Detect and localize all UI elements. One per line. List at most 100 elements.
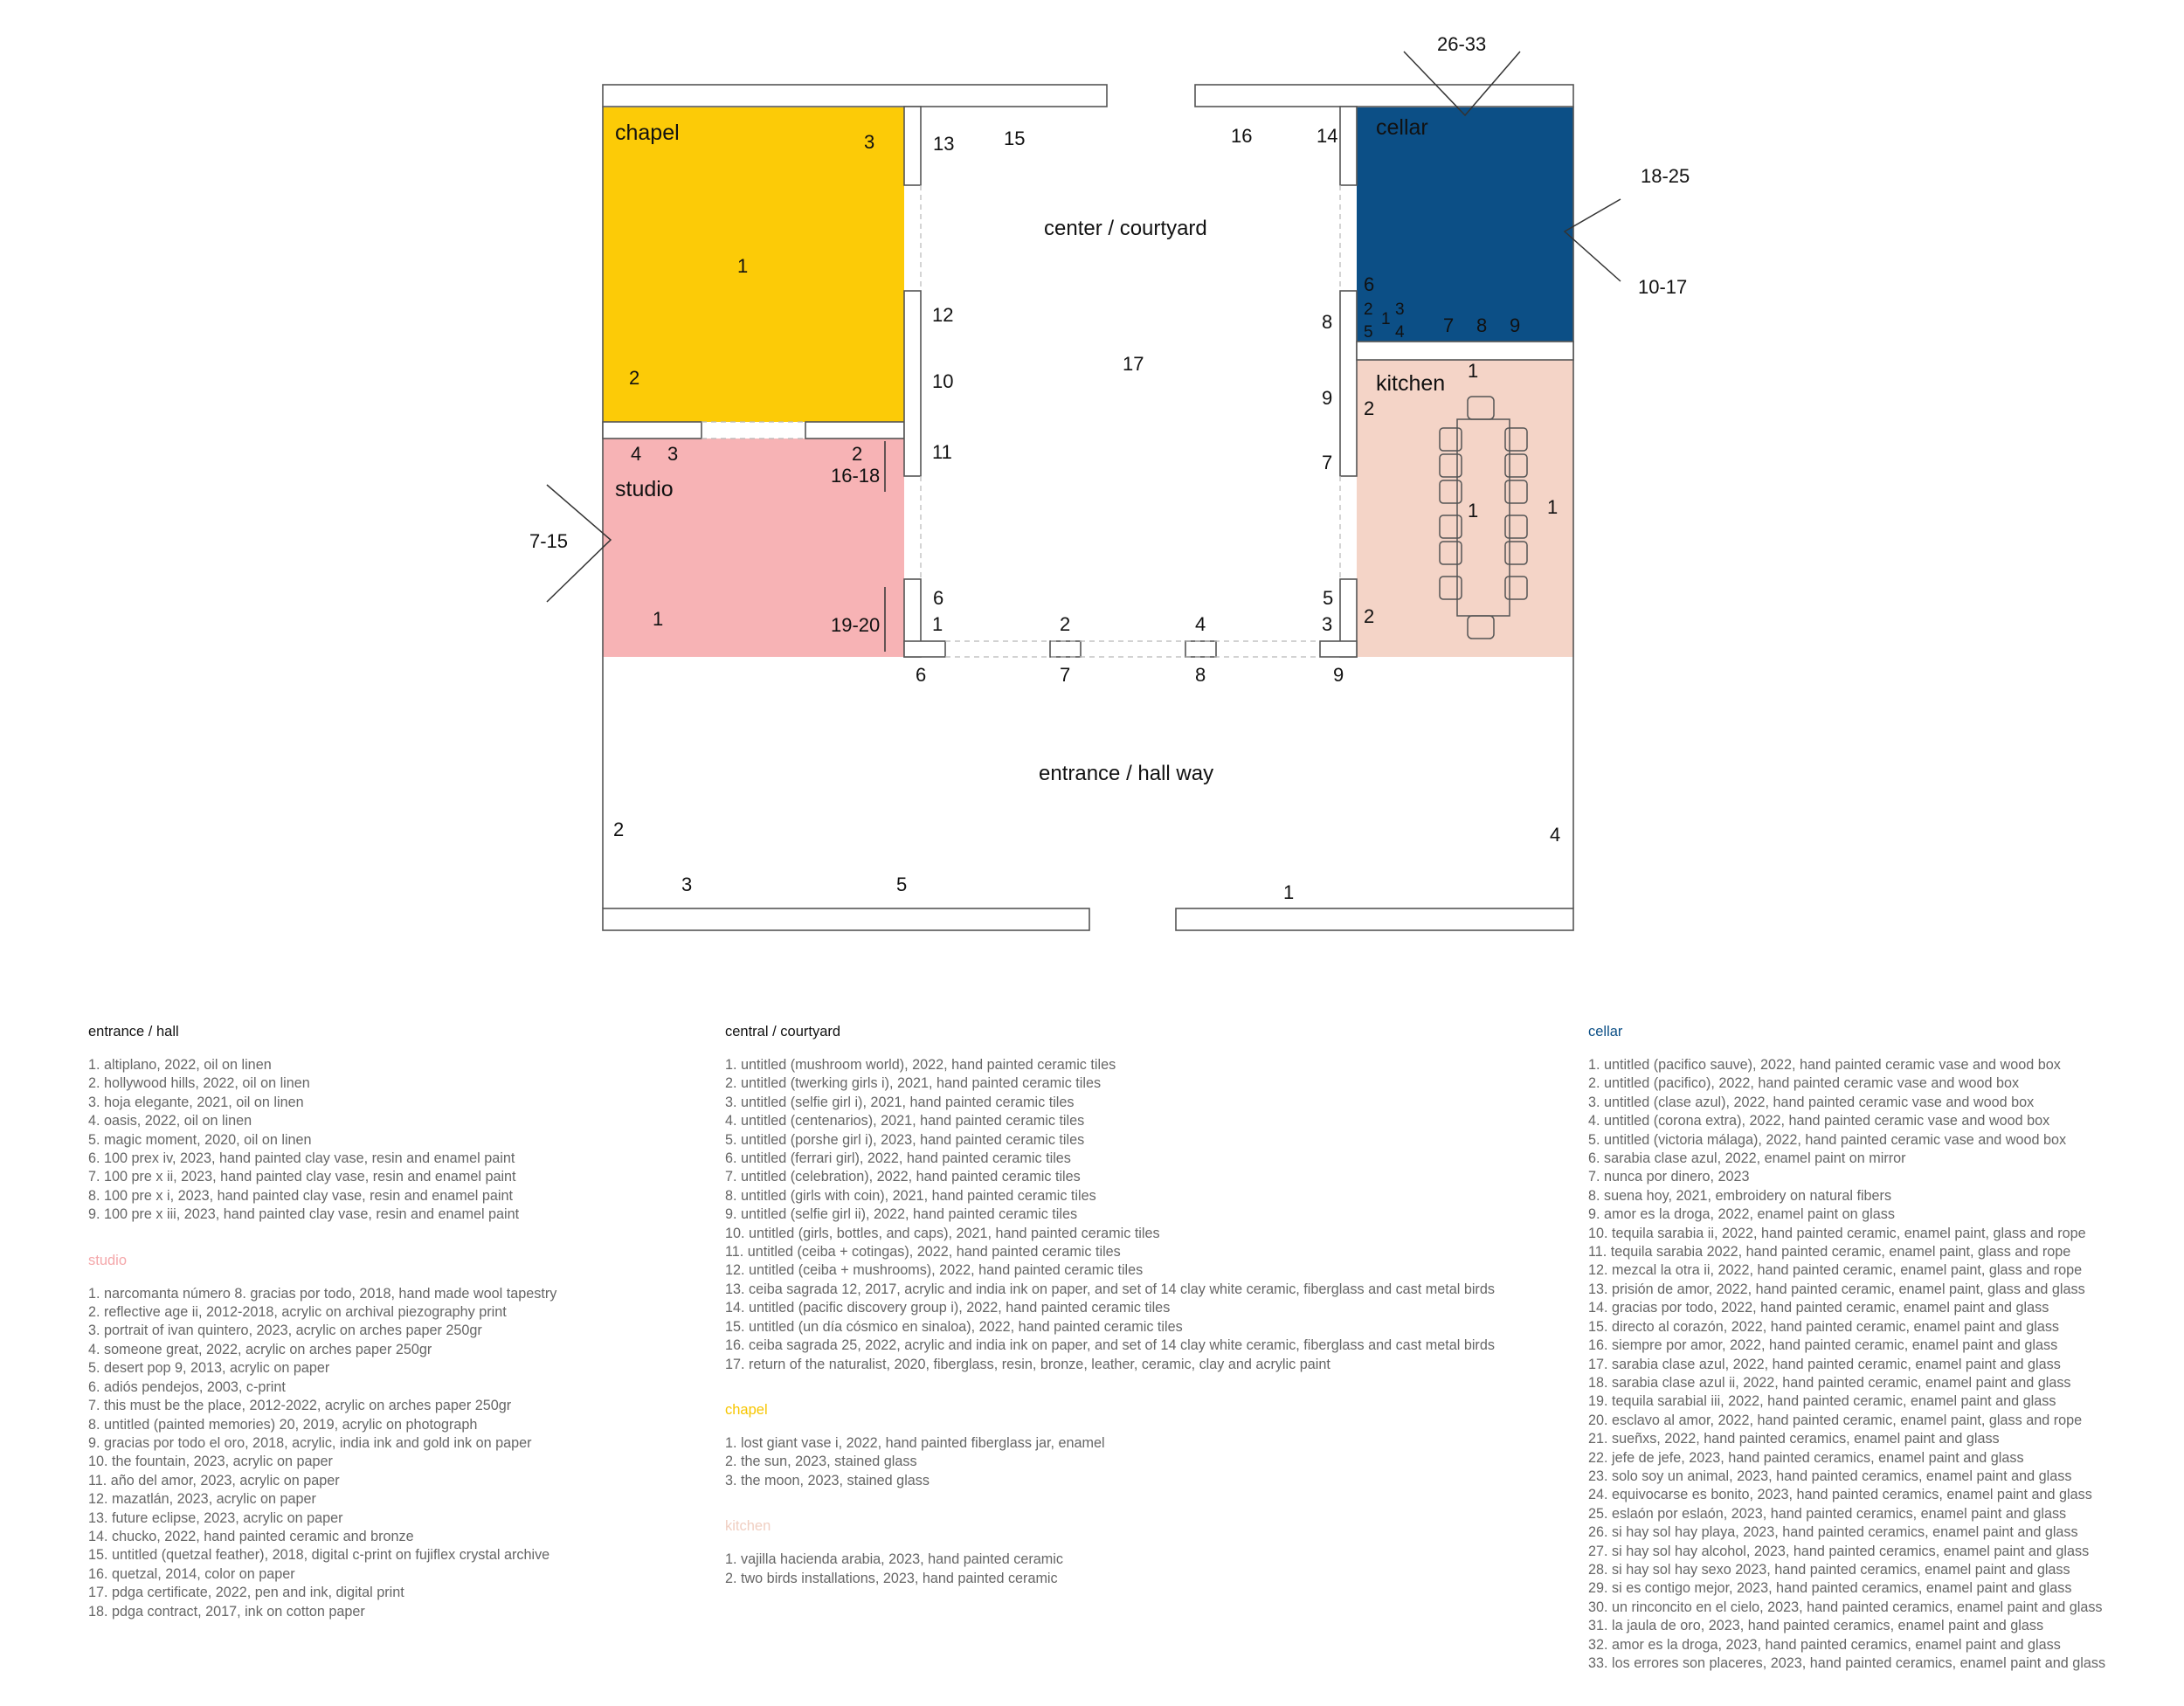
legend-courtyard: central / courtyard 1. untitled (mushroo…	[725, 1022, 1495, 1374]
legend-item: 27. si hay sol hay alcohol, 2023, hand p…	[1588, 1543, 2090, 1559]
artwork-number: 2	[1364, 397, 1374, 419]
courtyard-label: center / courtyard	[1044, 217, 1207, 240]
artwork-number: 1	[737, 255, 748, 277]
chapel-room	[603, 107, 904, 422]
legend-item: 8. untitled (painted memories) 20, 2019,…	[88, 1416, 478, 1433]
legend-item: 12. mazatlán, 2023, acrylic on paper	[88, 1491, 316, 1508]
legend-item: 6. adiós pendejos, 2003, c-print	[88, 1378, 286, 1395]
artwork-number: 3	[681, 874, 692, 895]
legend-item: 17. sarabia clase azul, 2022, hand paint…	[1588, 1356, 2061, 1372]
legend-item: 9. amor es la droga, 2022, enamel paint …	[1588, 1206, 1895, 1223]
legend-item: 16. ceiba sagrada 25, 2022, acrylic and …	[725, 1337, 1495, 1354]
legend-item: 10. untitled (girls, bottles, and caps),…	[725, 1225, 1160, 1241]
artwork-number: 7	[1322, 452, 1332, 473]
legend-item: 18. pdga contract, 2017, ink on cotton p…	[88, 1603, 365, 1620]
studio-numbers: 4 3 2 16-18 1 19-20	[631, 443, 880, 636]
legend-cellar: cellar 1. untitled (pacifico sauve), 202…	[1588, 1022, 2105, 1673]
artwork-number: 16	[1231, 125, 1252, 147]
legend-chapel-title: chapel	[725, 1401, 768, 1418]
legend-item: 3. portrait of ivan quintero, 2023, acry…	[88, 1323, 482, 1339]
artwork-number: 8	[1322, 311, 1332, 333]
artwork-number: 1	[932, 613, 943, 635]
entrance-label: entrance / hall way	[1039, 762, 1213, 785]
legend-item: 4. untitled (corona extra), 2022, hand p…	[1588, 1113, 2050, 1129]
artwork-number: 1	[1283, 881, 1294, 903]
legend-item: 14. untitled (pacific discovery group i)…	[725, 1300, 1171, 1316]
artwork-number: 9	[1333, 664, 1344, 686]
artwork-number: 2	[629, 367, 639, 389]
legend-item: 2. untitled (twerking girls i), 2021, ha…	[725, 1075, 1102, 1092]
artwork-number: 2	[1060, 613, 1070, 635]
legend-item: 1. untitled (pacifico sauve), 2022, hand…	[1588, 1057, 2061, 1073]
legend-item: 13. ceiba sagrada 12, 2017, acrylic and …	[725, 1281, 1495, 1297]
legend-item: 1. lost giant vase i, 2022, hand painted…	[725, 1434, 1105, 1451]
artwork-number: 5	[1364, 323, 1373, 342]
legend-entrance-list: 1. altiplano, 2022, oil on linen 2. holly…	[88, 1056, 556, 1225]
legend-item: 6. sarabia clase azul, 2022, enamel pain…	[1588, 1150, 1906, 1167]
artwork-number: 6	[933, 587, 943, 609]
legend-item: 20. esclavo al amor, 2022, hand painted …	[1588, 1412, 2083, 1428]
legend-item: 15. untitled (un día cósmico en sinaloa)…	[725, 1318, 1183, 1335]
legend-item: 2. two birds installations, 2023, hand p…	[725, 1570, 1058, 1586]
legend-column-1: entrance / hall 1. altiplano, 2022, oil …	[88, 1022, 556, 1639]
artwork-number: 11	[932, 441, 952, 463]
legend-item: 1. altiplano, 2022, oil on linen	[88, 1057, 272, 1073]
legend-chapel: chapel 1. lost giant vase i, 2022, hand …	[725, 1400, 1495, 1490]
studio-label: studio	[615, 477, 674, 501]
legend-item: 5. magic moment, 2020, oil on linen	[88, 1131, 312, 1148]
legend-item: 26. si hay sol hay playa, 2023, hand pai…	[1588, 1524, 2078, 1541]
kitchen-label: kitchen	[1376, 371, 1445, 396]
legend-item: 2. hollywood hills, 2022, oil on linen	[88, 1075, 310, 1092]
artwork-number: 4	[631, 443, 641, 465]
legend-studio-list: 1. narcomanta número 8. gracias por todo…	[88, 1285, 556, 1621]
artwork-number: 1	[1468, 500, 1478, 521]
legend-item: 14. gracias por todo, 2022, hand painted…	[1588, 1300, 2049, 1316]
artwork-number: 19-20	[831, 614, 880, 636]
artwork-number: 1	[1468, 360, 1478, 382]
artwork-number: 7	[1060, 664, 1070, 686]
legend-item: 3. untitled (clase azul), 2022, hand pai…	[1588, 1094, 2035, 1110]
legend-studio: studio 1. narcomanta número 8. gracias p…	[88, 1251, 556, 1621]
view-label-right-lower: 10-17	[1638, 276, 1687, 298]
legend-item: 14. chucko, 2022, hand painted ceramic a…	[88, 1528, 414, 1544]
artwork-number: 3	[667, 443, 678, 465]
legend-item: 30. un rinconcito en el cielo, 2023, han…	[1588, 1599, 2103, 1615]
legend-item: 13. future eclipse, 2023, acrylic on pap…	[88, 1509, 343, 1526]
legend-item: 16. quetzal, 2014, color on paper	[88, 1565, 295, 1582]
legend-item: 17. return of the naturalist, 2020, fibe…	[725, 1356, 1330, 1372]
artwork-number: 3	[1322, 613, 1332, 635]
courtyard-numbers: 13 15 16 14 12 10 11 17 8 9 7 6 5 1 2 4 …	[932, 125, 1337, 635]
legend-item: 12. mezcal la otra ii, 2022, hand painte…	[1588, 1262, 2083, 1279]
walls	[602, 84, 1574, 931]
legend-studio-title: studio	[88, 1252, 128, 1268]
artwork-number: 4	[1195, 613, 1206, 635]
legend-cellar-list: 1. untitled (pacifico sauve), 2022, hand…	[1588, 1056, 2105, 1673]
legend-item: 4. someone great, 2022, acrylic on arche…	[88, 1341, 432, 1357]
kitchen-room	[1357, 360, 1573, 657]
legend-item: 5. untitled (porshe girl i), 2023, hand …	[725, 1131, 1085, 1148]
chapel-label: chapel	[615, 121, 680, 145]
artwork-number: 15	[1004, 128, 1025, 149]
artwork-number: 16-18	[831, 465, 880, 487]
legend-item: 7. untitled (celebration), 2022, hand pa…	[725, 1169, 1081, 1185]
legend-item: 9. untitled (selfie girl ii), 2022, hand…	[725, 1206, 1078, 1223]
legend-item: 10. tequila sarabia ii, 2022, hand paint…	[1588, 1225, 2086, 1241]
legend-item: 8. suena hoy, 2021, embroidery on natura…	[1588, 1187, 1892, 1204]
legend-item: 2. untitled (pacifico), 2022, hand paint…	[1588, 1075, 2020, 1092]
legend-item: 21. sueñxs, 2022, hand painted ceramics,…	[1588, 1431, 2000, 1447]
artwork-number: 8	[1476, 314, 1487, 336]
legend-entrance-title: entrance / hall	[88, 1024, 179, 1039]
legend-column-2: central / courtyard 1. untitled (mushroo…	[725, 1022, 1495, 1606]
artwork-number: 17	[1123, 353, 1144, 375]
legend-column-3: cellar 1. untitled (pacifico sauve), 202…	[1588, 1022, 2105, 1690]
legend-item: 31. la jaula de oro, 2023, hand painted …	[1588, 1618, 2044, 1634]
view-label-left: 7-15	[529, 530, 568, 552]
view-markers	[546, 51, 1621, 603]
artwork-number: 5	[1323, 587, 1333, 609]
artwork-number: 2	[1364, 300, 1373, 319]
artwork-number: 10	[932, 370, 953, 392]
legend-cellar-title: cellar	[1588, 1024, 1623, 1039]
legend-courtyard-list: 1. untitled (mushroom world), 2022, hand…	[725, 1056, 1495, 1374]
artwork-number: 8	[1195, 664, 1206, 686]
cellar-room	[1357, 107, 1573, 342]
